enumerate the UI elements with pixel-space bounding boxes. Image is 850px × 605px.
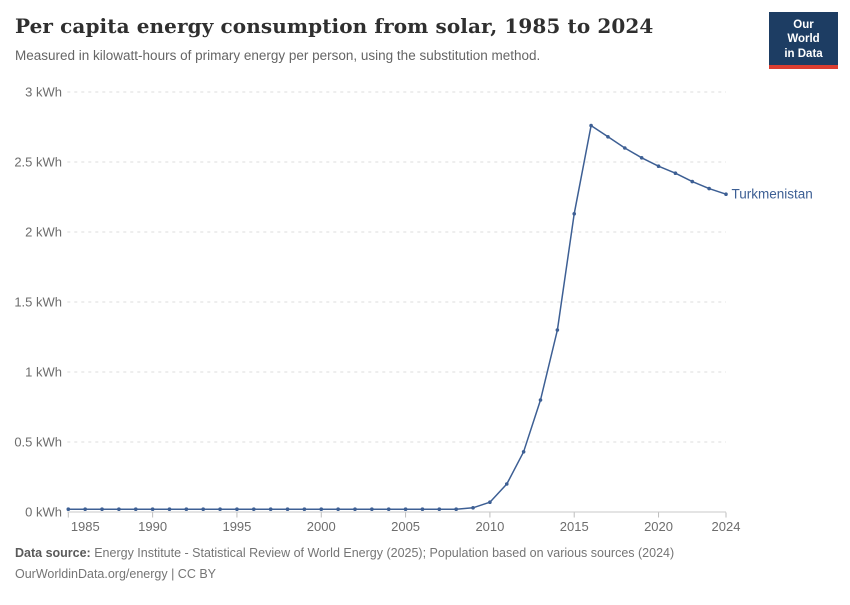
data-point[interactable] — [150, 507, 155, 512]
x-axis-tick-label: 1995 — [222, 519, 251, 534]
data-point[interactable] — [184, 507, 189, 512]
data-point[interactable] — [370, 507, 374, 512]
data-point[interactable] — [656, 164, 661, 168]
data-point[interactable] — [218, 507, 222, 512]
data-point[interactable] — [454, 507, 458, 512]
data-point[interactable] — [471, 506, 475, 510]
data-point[interactable] — [268, 507, 273, 512]
y-axis-tick-label: 2 kWh — [25, 225, 62, 240]
data-point[interactable] — [386, 507, 391, 512]
data-point[interactable] — [83, 507, 87, 512]
series-label[interactable]: Turkmenistan — [732, 187, 813, 202]
y-axis-tick-label: 1 kWh — [25, 365, 62, 380]
chart-header: Per capita energy consumption from solar… — [15, 14, 755, 65]
data-point[interactable] — [66, 507, 71, 512]
data-source-line: Data source: Energy Institute - Statisti… — [15, 543, 835, 564]
owid-logo-line1: Our World — [787, 19, 820, 46]
data-point[interactable] — [420, 507, 425, 512]
x-axis-tick-label: 2024 — [712, 519, 741, 534]
x-axis-tick-label: 2005 — [391, 519, 420, 534]
x-axis-tick-label: 2020 — [644, 519, 673, 534]
data-point[interactable] — [100, 507, 104, 512]
license-line[interactable]: OurWorldinData.org/energy | CC BY — [15, 564, 835, 585]
data-point[interactable] — [133, 507, 138, 512]
page-title: Per capita energy consumption from solar… — [15, 14, 654, 38]
y-axis-tick-label: 0.5 kWh — [14, 435, 62, 450]
owid-logo-line2: in Data — [784, 47, 823, 60]
chart-footer: Data source: Energy Institute - Statisti… — [15, 543, 835, 585]
data-point[interactable] — [673, 171, 678, 175]
data-point[interactable] — [521, 450, 526, 454]
data-point[interactable] — [302, 507, 307, 512]
y-axis-tick-label: 0 kWh — [25, 505, 62, 520]
data-point[interactable] — [319, 507, 324, 512]
data-line[interactable] — [68, 124, 727, 510]
owid-energy-link[interactable]: OurWorldinData.org/energy | CC BY — [15, 567, 217, 581]
data-point[interactable] — [235, 507, 239, 512]
data-point[interactable] — [572, 212, 577, 216]
data-point[interactable] — [201, 507, 206, 512]
x-axis-tick-label: 1990 — [138, 519, 167, 534]
data-point[interactable] — [555, 328, 560, 332]
data-point[interactable] — [285, 507, 290, 512]
data-point[interactable] — [488, 500, 492, 505]
data-point[interactable] — [252, 507, 256, 512]
data-point[interactable] — [589, 123, 593, 128]
y-axis-tick-label: 3 kWh — [25, 85, 62, 100]
data-point[interactable] — [707, 186, 711, 191]
data-point[interactable] — [538, 398, 543, 402]
data-point[interactable] — [639, 156, 644, 160]
owid-logo[interactable]: Our World in Data — [769, 12, 838, 70]
data-source-label: Data source: — [15, 546, 91, 560]
data-point[interactable] — [117, 507, 121, 512]
chart-subtitle: Measured in kilowatt-hours of primary en… — [15, 48, 541, 63]
data-point[interactable] — [606, 135, 610, 139]
data-point[interactable] — [623, 146, 627, 150]
data-point[interactable] — [353, 507, 357, 512]
data-source-text: Energy Institute - Statistical Review of… — [90, 546, 675, 560]
data-point[interactable] — [167, 507, 172, 512]
data-point[interactable] — [690, 179, 695, 184]
data-point[interactable] — [504, 482, 509, 486]
data-point[interactable] — [403, 507, 408, 512]
x-axis-tick-label: 2000 — [307, 519, 336, 534]
data-point[interactable] — [437, 507, 442, 512]
x-axis-tick-label: 2015 — [560, 519, 589, 534]
x-axis-tick-label: 2010 — [475, 519, 504, 534]
data-point[interactable] — [724, 192, 728, 196]
y-axis-tick-label: 1.5 kWh — [14, 295, 62, 310]
data-point[interactable] — [336, 507, 340, 512]
y-axis-tick-label: 2.5 kWh — [14, 155, 62, 170]
x-axis-tick-label: 1985 — [71, 519, 100, 534]
